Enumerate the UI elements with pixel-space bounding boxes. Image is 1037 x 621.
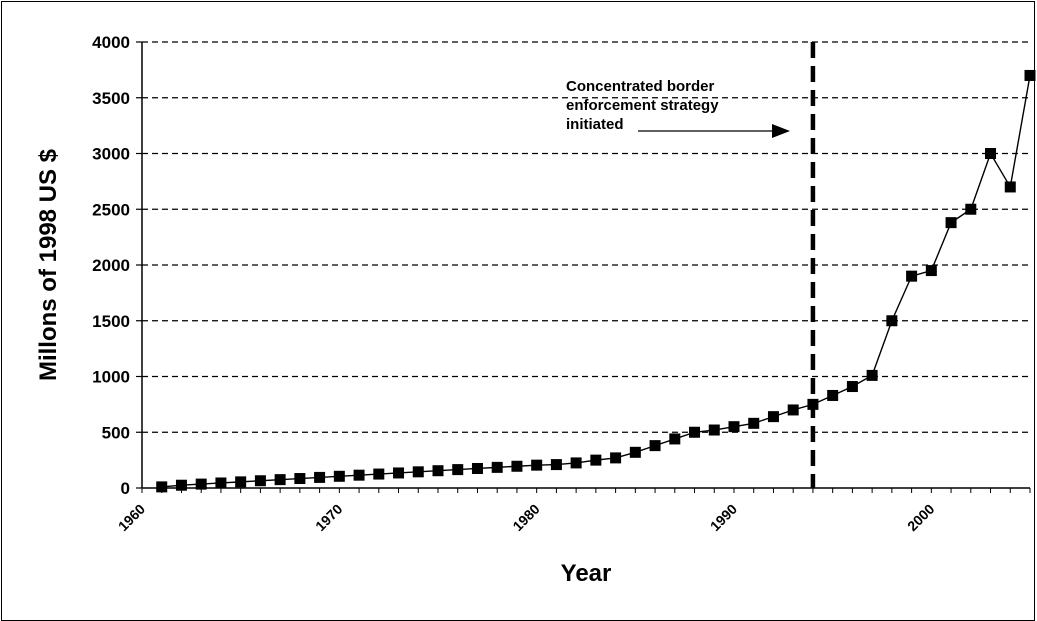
- data-point-1971: [353, 469, 365, 481]
- data-point-1980: [531, 459, 543, 471]
- x-tick-label-1990: 1990: [707, 501, 740, 534]
- y-tick-label-2500: 2500: [92, 200, 130, 219]
- annotation-line-3: initiated: [566, 116, 624, 133]
- y-tick-label-500: 500: [102, 423, 130, 442]
- data-point-1967: [274, 474, 286, 486]
- data-point-1969: [314, 471, 326, 483]
- data-point-1994: [807, 398, 819, 410]
- data-point-2002: [965, 203, 977, 215]
- data-point-2001: [945, 217, 957, 229]
- data-point-1999: [906, 270, 918, 282]
- data-point-1996: [846, 381, 858, 393]
- annotation-arrow-head: [772, 124, 790, 138]
- annotation-line-1: Concentrated border: [566, 78, 715, 95]
- series: [156, 69, 1036, 493]
- data-point-1964: [215, 477, 227, 489]
- y-tick-label-1500: 1500: [92, 312, 130, 331]
- data-point-1989: [708, 424, 720, 436]
- data-point-1991: [748, 417, 760, 429]
- data-point-1997: [866, 369, 878, 381]
- data-point-1982: [570, 457, 582, 469]
- data-point-1961: [156, 481, 168, 493]
- x-tick-label-1960: 1960: [115, 501, 148, 534]
- series-line: [161, 75, 1031, 488]
- data-point-1970: [333, 470, 345, 482]
- data-point-1981: [550, 459, 562, 471]
- data-point-1990: [728, 421, 740, 433]
- data-point-1995: [827, 389, 839, 401]
- data-point-1983: [590, 454, 602, 466]
- annotation-line-2: enforcement strategy: [566, 97, 719, 114]
- data-point-1972: [373, 468, 385, 480]
- data-point-1988: [689, 426, 701, 438]
- data-point-1977: [471, 462, 483, 474]
- x-tick-label-1970: 1970: [312, 501, 345, 534]
- y-axis-label: Millons of 1998 US $: [35, 148, 62, 381]
- data-point-1979: [511, 460, 523, 472]
- y-tick-label-3500: 3500: [92, 89, 130, 108]
- y-ticks: 0 500 1000 1500 2000 2500 3000 3500 4000: [92, 33, 142, 498]
- data-point-2005: [1024, 69, 1036, 81]
- data-point-1978: [491, 461, 503, 473]
- y-tick-label-4000: 4000: [92, 33, 130, 52]
- y-tick-label-2000: 2000: [92, 256, 130, 275]
- data-point-1975: [432, 465, 444, 477]
- x-tick-label-1980: 1980: [509, 501, 542, 534]
- data-point-1962: [175, 479, 187, 491]
- data-point-1986: [649, 440, 661, 452]
- data-point-1976: [452, 464, 464, 476]
- data-point-1987: [669, 433, 681, 445]
- data-point-1974: [412, 466, 424, 478]
- data-point-1998: [886, 315, 898, 327]
- data-point-1963: [195, 478, 207, 490]
- data-point-1965: [235, 476, 247, 488]
- data-point-1992: [767, 411, 779, 423]
- data-point-2003: [985, 148, 997, 159]
- data-point-1973: [393, 467, 405, 479]
- annotation: Concentrated border enforcement strategy i…: [566, 78, 790, 138]
- x-axis-label: Year: [561, 560, 612, 587]
- data-point-2000: [925, 265, 937, 277]
- gridlines: [142, 41, 1030, 433]
- data-point-1993: [787, 404, 799, 416]
- x-ticks: 1960 1970 1980 1990 2000: [115, 488, 1031, 534]
- data-point-1984: [610, 452, 622, 464]
- data-point-2004: [1004, 181, 1016, 193]
- y-tick-label-1000: 1000: [92, 368, 130, 387]
- data-point-1966: [254, 475, 266, 487]
- y-tick-label-0: 0: [121, 479, 130, 498]
- data-point-1968: [294, 473, 306, 485]
- y-tick-label-3000: 3000: [92, 145, 130, 164]
- data-point-1985: [629, 446, 641, 458]
- x-tick-label-2000: 2000: [904, 501, 937, 534]
